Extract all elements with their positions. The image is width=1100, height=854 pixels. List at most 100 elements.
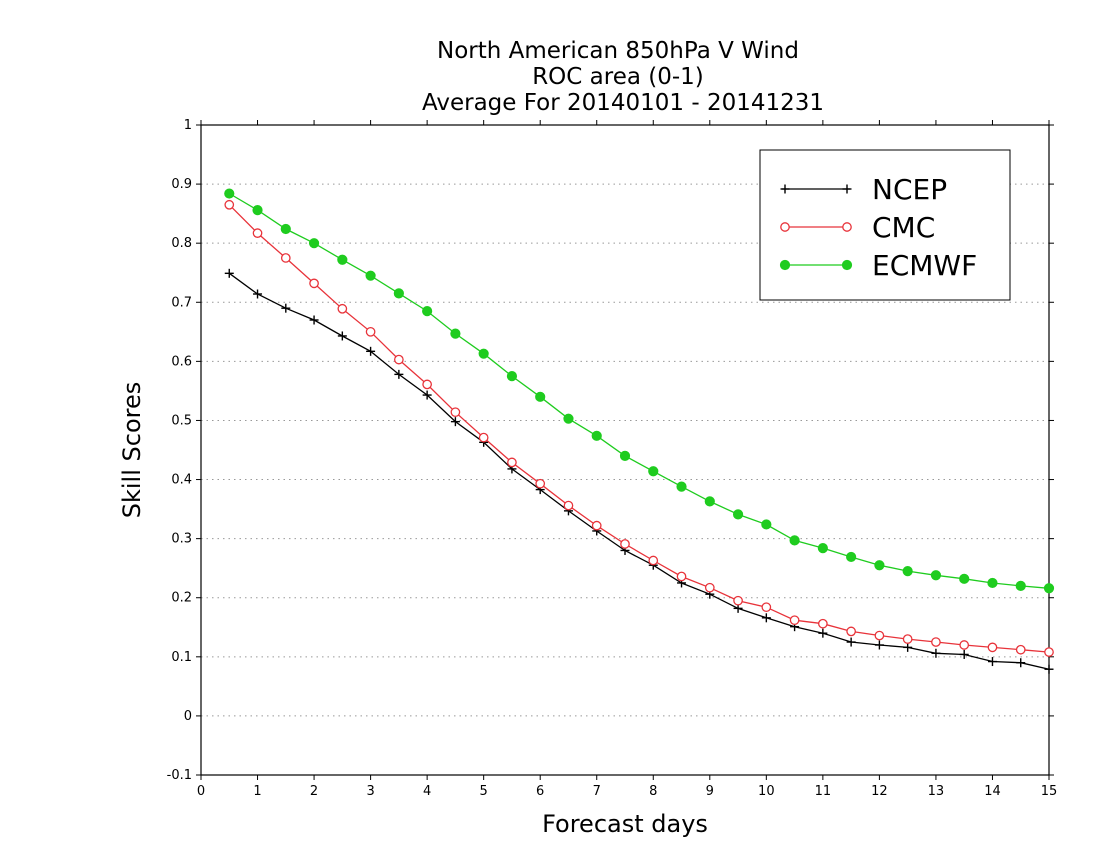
data-point (902, 634, 913, 644)
data-point (846, 626, 856, 637)
series-cmc (224, 199, 1054, 657)
legend-box (759, 149, 1011, 301)
y-tick-label: 0.6 (171, 354, 192, 369)
data-point (874, 560, 885, 571)
y-tick-label: 0.2 (171, 591, 192, 606)
data-point (704, 496, 715, 507)
title-line-1: North American 850hPa V Wind (437, 38, 799, 64)
data-point (252, 228, 263, 238)
data-point (252, 204, 263, 216)
series-ncep (224, 268, 1054, 674)
data-point (422, 390, 432, 400)
data-point (591, 430, 602, 441)
y-tick-label: 0.5 (171, 413, 192, 428)
data-point (818, 628, 828, 638)
data-point (280, 223, 291, 235)
title-line-3: Average For 20140101 - 20141231 (422, 90, 824, 116)
data-point (987, 642, 998, 653)
data-point (591, 520, 602, 531)
data-point (648, 555, 659, 566)
data-point (959, 573, 970, 584)
y-tick-label: 0.7 (171, 295, 192, 310)
legend: NCEP CMC ECMWF (759, 149, 1011, 301)
data-point (253, 289, 263, 299)
data-point (280, 253, 291, 263)
data-point (224, 268, 234, 278)
data-point (337, 331, 347, 341)
data-point (761, 602, 772, 613)
data-point (903, 642, 913, 652)
data-point (704, 582, 715, 593)
data-point (450, 328, 461, 339)
legend-item-ecmwf: ECMWF (779, 249, 977, 282)
plot-frame (200, 124, 1050, 776)
legend-item-cmc: CMC (780, 211, 935, 244)
data-point (761, 519, 772, 530)
x-tick-label: 7 (593, 784, 601, 799)
legend-label-cmc: CMC (872, 211, 935, 244)
data-point (732, 509, 744, 520)
data-point (931, 637, 941, 647)
data-point (902, 566, 913, 577)
data-point (281, 303, 291, 313)
data-point (393, 288, 404, 299)
x-tick-label: 3 (366, 784, 374, 799)
legend-label-ecmwf: ECMWF (872, 249, 977, 282)
data-point (394, 354, 404, 365)
data-point (506, 371, 518, 382)
title-line-2: ROC area (0-1) (532, 64, 704, 90)
data-point (874, 630, 885, 641)
y-axis-title: Skill Scores (118, 382, 146, 519)
data-point (780, 184, 790, 194)
series-ecmwf (224, 188, 1055, 594)
data-point (422, 306, 433, 317)
data-point (507, 457, 517, 468)
y-tick-label: 0.4 (171, 473, 192, 488)
data-point (987, 577, 998, 589)
data-point (818, 618, 828, 629)
data-point (563, 413, 574, 424)
x-tick-label: 15 (1041, 784, 1058, 799)
data-point (422, 379, 432, 390)
data-point (478, 432, 489, 443)
data-point (789, 535, 800, 546)
data-point (365, 326, 376, 337)
data-point (1015, 644, 1026, 655)
data-point (1016, 658, 1026, 668)
data-point (365, 270, 376, 281)
y-tick-label: 0.1 (171, 650, 192, 665)
data-point (779, 259, 791, 271)
data-point (309, 278, 319, 289)
data-point (450, 417, 460, 427)
data-point (620, 539, 630, 549)
data-point (733, 595, 743, 606)
y-tick-label: 0.8 (171, 236, 192, 251)
grid-lines (201, 183, 1049, 717)
data-point (780, 222, 790, 232)
data-point (817, 542, 828, 554)
legend-item-ncep: NCEP (780, 173, 947, 206)
data-point (337, 303, 348, 314)
data-point (1015, 580, 1026, 592)
data-point (619, 450, 631, 462)
x-tick-label: 11 (815, 784, 832, 799)
data-point (1043, 583, 1055, 594)
legend-label-ncep: NCEP (872, 173, 947, 206)
data-point (931, 648, 941, 658)
data-point (337, 254, 348, 265)
data-point (308, 238, 320, 249)
data-point (394, 369, 404, 379)
x-tick-label: 0 (197, 784, 205, 799)
x-tick-label: 12 (871, 784, 888, 799)
x-tick-label: 14 (984, 784, 1001, 799)
y-tick-label: 0.3 (171, 532, 192, 547)
x-tick-label: 6 (536, 784, 544, 799)
series-line-ncep (228, 272, 1050, 670)
y-tick-label: 0 (184, 709, 192, 724)
data-point (309, 315, 319, 325)
data-point (535, 478, 546, 489)
data-point (959, 640, 970, 650)
y-tick-label: 1 (184, 118, 192, 133)
